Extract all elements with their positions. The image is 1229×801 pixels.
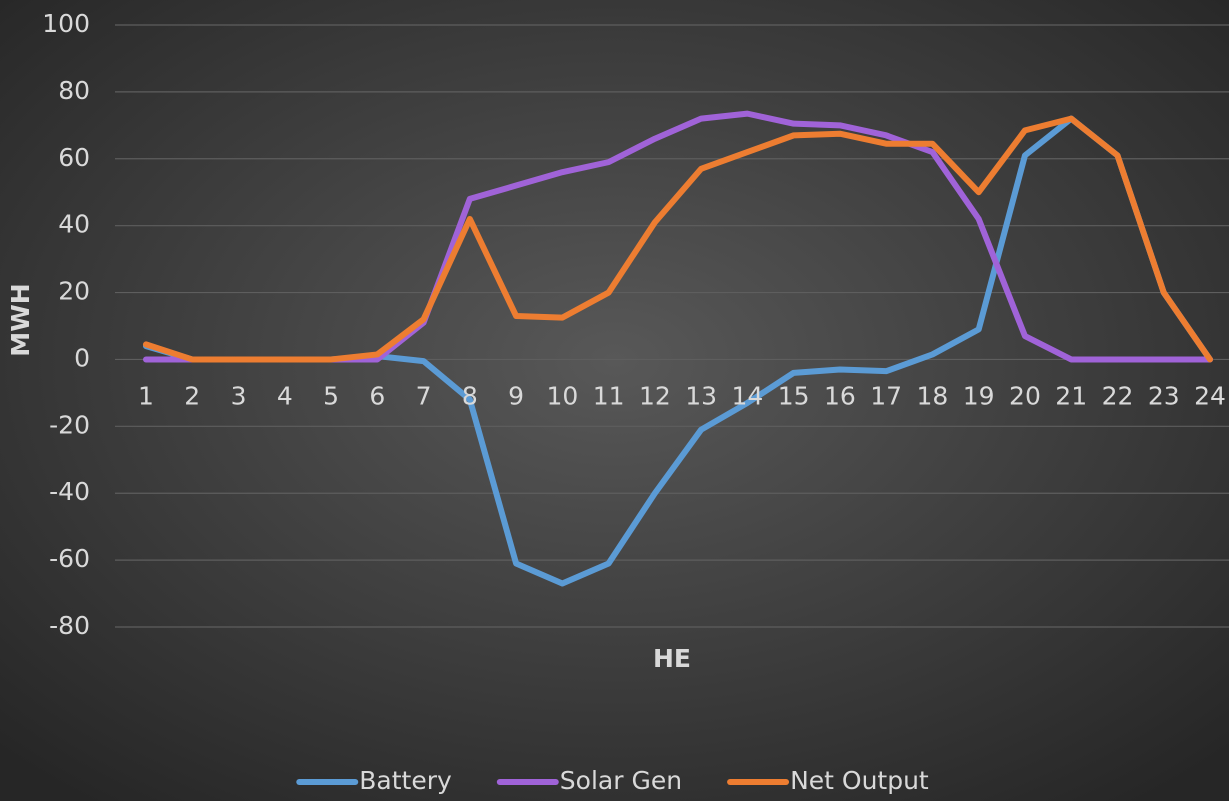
x-tick-label: 23 [1148,381,1180,410]
x-tick-label: 3 [231,381,247,410]
x-tick-label: 17 [870,381,902,410]
y-tick-label: 100 [42,9,90,38]
y-tick-label: 0 [74,343,90,372]
x-tick-label: 9 [508,381,524,410]
x-tick-label: 13 [685,381,717,410]
x-tick-label: 5 [323,381,339,410]
x-tick-label: 8 [462,381,478,410]
legend-label: Net Output [790,766,929,795]
x-tick-label: 20 [1009,381,1041,410]
legend: Battery Solar Gen Net Output [296,766,929,795]
x-tick-label: 15 [778,381,810,410]
y-tick-label: 60 [58,143,90,172]
x-tick-label: 11 [593,381,625,410]
x-tick-label: 1 [138,381,154,410]
x-tick-label: 12 [639,381,671,410]
grid [115,24,1229,628]
x-tick-label: 18 [917,381,949,410]
x-tick-label: 16 [824,381,856,410]
x-tick-label: 22 [1102,381,1134,410]
x-tick-label: 19 [963,381,995,410]
line [143,115,1213,363]
y-tick-label: -80 [49,611,90,640]
y-tick-label: -20 [49,410,90,439]
y-tick-label: 80 [58,76,90,105]
x-tick-label: 6 [369,381,385,410]
y-tick-label: 20 [58,277,90,306]
x-axis-title: HE [653,644,691,673]
x-tick-label: 14 [731,381,763,410]
x-tick-label: 24 [1194,381,1226,410]
x-tick-label: 4 [277,381,293,410]
x-tick-label: 10 [546,381,578,410]
x-tick-label: 21 [1055,381,1087,410]
y-tick-label: 40 [58,210,90,239]
x-tick-label: 7 [416,381,432,410]
y-tick-label: -60 [49,544,90,573]
x-tick-label: 2 [184,381,200,410]
legend-label: Solar Gen [560,766,682,795]
plot [143,110,1213,587]
legend-label: Battery [359,766,452,795]
y-tick-label: -40 [49,477,90,506]
y-axis-title: MWH [6,283,35,356]
